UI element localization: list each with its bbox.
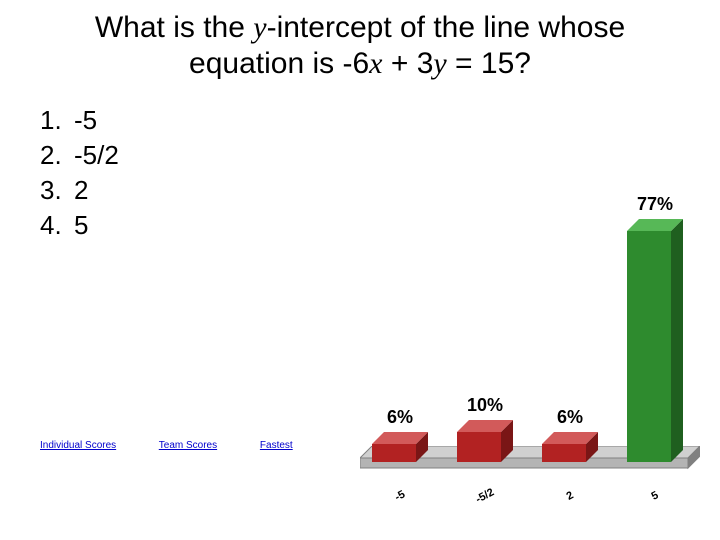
bar-percent-label: 6%	[557, 407, 583, 428]
option-text: 2	[74, 175, 88, 206]
bar-percent-label: 77%	[637, 194, 673, 215]
fastest-link[interactable]: Fastest	[260, 440, 293, 451]
title-text: + 3	[383, 47, 434, 80]
chart-bar: 77%	[630, 194, 680, 462]
title-text: = 15?	[447, 47, 531, 80]
option-row: 2. -5/2	[40, 140, 119, 171]
option-number: 3.	[40, 175, 74, 206]
option-number: 1.	[40, 105, 74, 136]
question-title: What is the y-intercept of the line whos…	[0, 0, 720, 82]
bar-body	[627, 219, 683, 462]
title-var-y2: y	[433, 47, 446, 80]
bar-x-label: -5/2	[460, 479, 510, 513]
bar-body	[542, 432, 598, 462]
option-text: -5	[74, 105, 97, 136]
bar-body	[372, 432, 428, 462]
individual-scores-link[interactable]: Individual Scores	[40, 440, 116, 451]
bar-x-label: 5	[630, 479, 680, 513]
bar-x-label: -5	[375, 479, 425, 513]
option-text: 5	[74, 210, 88, 241]
score-links: Individual Scores Team Scores Fastest	[40, 440, 333, 451]
option-number: 4.	[40, 210, 74, 241]
answer-options: 1. -5 2. -5/2 3. 2 4. 5	[40, 105, 119, 245]
chart-bar: 6%	[545, 407, 595, 462]
option-row: 1. -5	[40, 105, 119, 136]
option-row: 3. 2	[40, 175, 119, 206]
bar-x-label: 2	[545, 479, 595, 513]
bar-body	[457, 420, 513, 462]
bar-percent-label: 6%	[387, 407, 413, 428]
option-number: 2.	[40, 140, 74, 171]
chart-bar: 6%	[375, 407, 425, 462]
results-bar-chart: 6% -5 10% -5/2 6% 2 77% 5	[360, 110, 700, 510]
title-text: What is the	[95, 11, 253, 44]
team-scores-link[interactable]: Team Scores	[159, 440, 217, 451]
chart-bar: 10%	[460, 395, 510, 462]
option-text: -5/2	[74, 140, 119, 171]
title-var-y1: y	[253, 11, 266, 44]
title-var-x: x	[369, 47, 382, 80]
bar-percent-label: 10%	[467, 395, 503, 416]
option-row: 4. 5	[40, 210, 119, 241]
